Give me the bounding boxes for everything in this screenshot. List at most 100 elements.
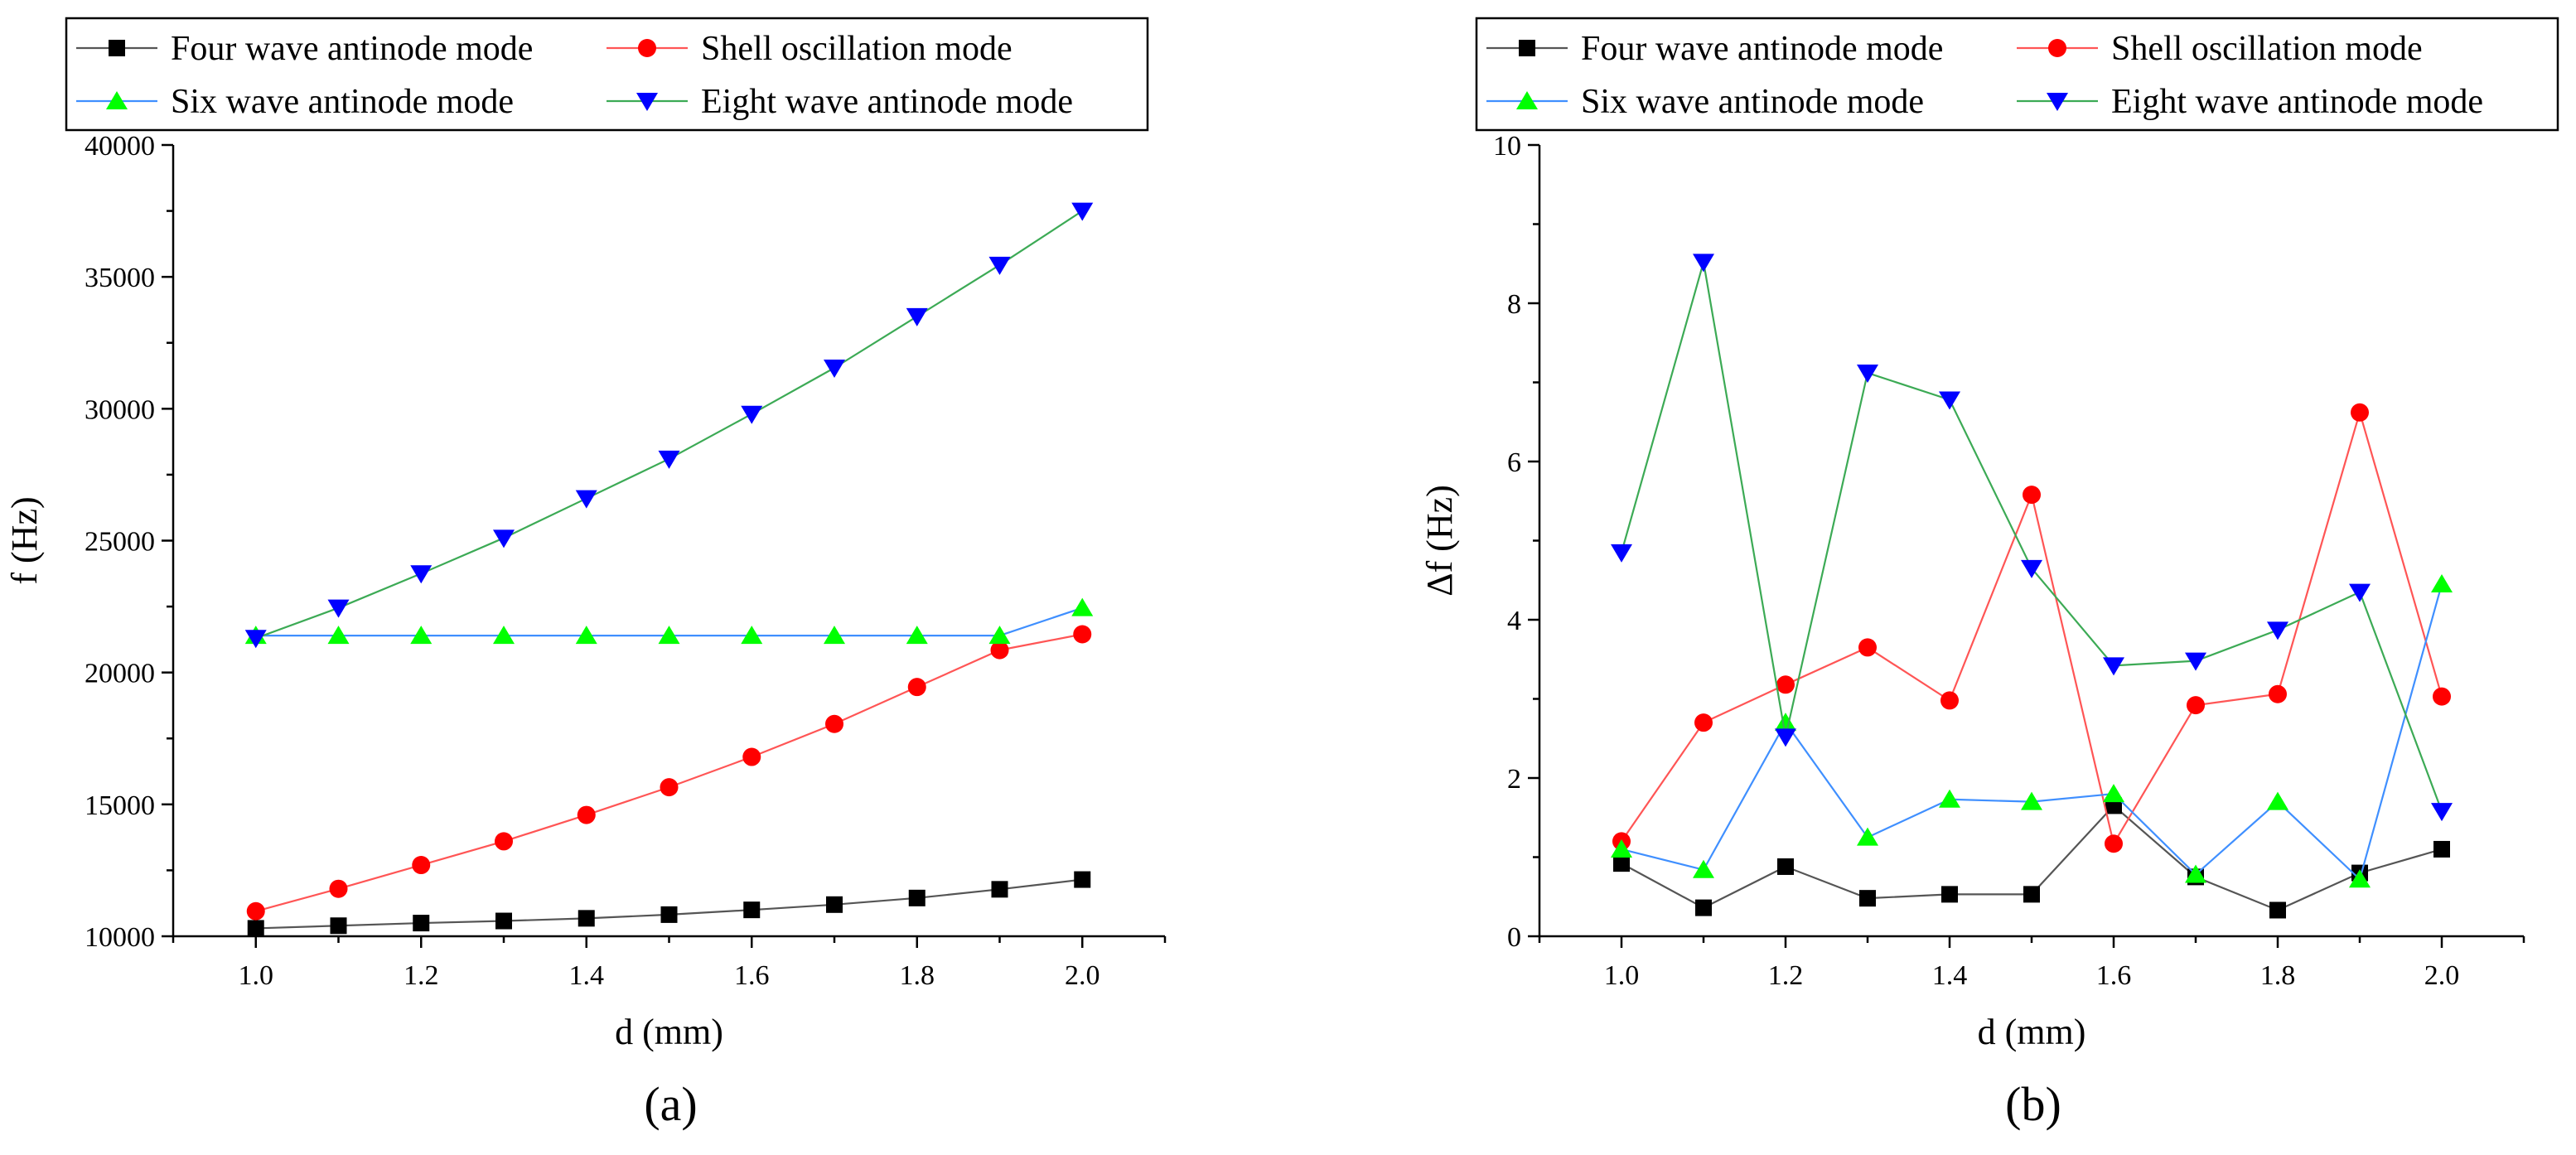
- x-tick-label: 1.0: [1604, 960, 1640, 991]
- series-six: [244, 597, 1094, 645]
- series-line: [1621, 408, 2443, 847]
- data-point: [1857, 827, 1878, 846]
- legend-item-four: Four wave antinode mode: [1486, 30, 1943, 68]
- data-point: [990, 640, 1009, 660]
- data-point: [244, 630, 267, 649]
- data-point: [2349, 869, 2371, 888]
- data-point: [495, 832, 513, 851]
- y-tick-label: 2: [1507, 764, 1521, 795]
- y-tick-label: 30000: [85, 394, 155, 425]
- x-tick-label: 2.0: [1065, 960, 1100, 991]
- panel-caption: (a): [644, 1077, 697, 1131]
- y-axis-title: Δf (Hz): [1419, 485, 1460, 597]
- data-point: [2349, 583, 2371, 602]
- data-point: [1857, 365, 1878, 384]
- data-point: [824, 359, 845, 378]
- data-point: [2187, 696, 2205, 715]
- legend-label: Shell oscillation mode: [2111, 30, 2423, 68]
- data-point: [1940, 691, 1959, 710]
- data-point: [906, 307, 928, 326]
- x-tick-label: 1.6: [2096, 960, 2132, 991]
- x-tick-label: 1.4: [569, 960, 605, 991]
- legend-label: Four wave antinode mode: [1581, 30, 1943, 68]
- data-point: [575, 490, 597, 509]
- legend-marker: [2048, 39, 2066, 57]
- data-point: [493, 529, 515, 549]
- data-point: [495, 912, 512, 930]
- data-point: [2185, 864, 2206, 883]
- data-point: [493, 626, 515, 645]
- y-tick-label: 10: [1493, 131, 1521, 162]
- data-point: [2021, 791, 2042, 810]
- data-point: [988, 256, 1011, 275]
- data-point: [578, 910, 595, 927]
- data-point: [410, 626, 433, 645]
- data-point: [826, 896, 843, 913]
- data-point: [658, 450, 680, 469]
- legend-label: Eight wave antinode mode: [701, 83, 1073, 121]
- data-point: [2105, 834, 2123, 853]
- data-point: [2103, 784, 2124, 803]
- data-point: [742, 747, 761, 766]
- data-point: [1071, 202, 1094, 221]
- data-point: [575, 626, 597, 645]
- legend-box: [1475, 17, 2559, 132]
- legend-label: Six wave antinode mode: [1581, 83, 1924, 121]
- series-shell: [246, 625, 1092, 921]
- data-point: [1073, 625, 1092, 644]
- legend-marker: [2047, 93, 2068, 111]
- data-point: [907, 678, 926, 697]
- legend-marker: [109, 40, 125, 56]
- data-point: [2103, 657, 2124, 676]
- legend-item-shell: Shell oscillation mode: [607, 30, 1013, 68]
- data-point: [1071, 597, 1094, 616]
- y-tick-label: 40000: [85, 131, 155, 162]
- legend-item-shell: Shell oscillation mode: [2017, 30, 2423, 68]
- data-point: [2351, 403, 2369, 422]
- data-point: [1859, 890, 1876, 907]
- legend-item-six: Six wave antinode mode: [1486, 83, 1924, 121]
- data-point: [1941, 886, 1958, 903]
- data-point: [1074, 871, 1091, 888]
- data-point: [2267, 621, 2288, 640]
- data-point: [2185, 652, 2206, 671]
- x-tick-label: 1.4: [1932, 960, 1968, 991]
- data-point: [1777, 858, 1794, 875]
- y-tick-label: 20000: [85, 659, 155, 689]
- data-point: [1694, 713, 1713, 732]
- series-line: [255, 210, 1083, 640]
- legend-label: Eight wave antinode mode: [2111, 83, 2483, 121]
- x-axis-title: d (mm): [615, 1012, 723, 1052]
- x-tick-label: 1.8: [2260, 960, 2296, 991]
- legend-item-eight: Eight wave antinode mode: [2017, 83, 2483, 121]
- data-point: [824, 626, 845, 645]
- data-point: [741, 405, 763, 424]
- data-point: [327, 599, 350, 618]
- data-point: [1613, 855, 1630, 872]
- chart-panel-a: 1.0 1.2 1.4 1.6 1.8 2.0 10000 15000 20000 25000 30…: [4, 17, 1167, 1131]
- series-line: [255, 633, 1083, 912]
- data-point: [1939, 391, 1960, 410]
- legend-marker: [638, 39, 656, 57]
- x-tick-label: 2.0: [2424, 960, 2460, 991]
- legend-item-four: Four wave antinode mode: [76, 30, 533, 68]
- x-tick-label: 1.2: [1768, 960, 1804, 991]
- data-point: [2021, 559, 2042, 578]
- legend-marker: [1519, 40, 1535, 56]
- data-point: [2023, 886, 2040, 903]
- data-point: [2433, 840, 2450, 858]
- data-point: [577, 805, 596, 824]
- data-point: [988, 626, 1011, 645]
- chart-panel-b: 1.0 1.2 1.4 1.6 1.8 2.0 0 2 4 6 8 10 d (mm) Δf (Hz) Fo…: [1419, 17, 2559, 1131]
- x-tick-label: 1.2: [404, 960, 439, 991]
- series-four: [1613, 797, 2450, 919]
- data-point: [246, 901, 265, 921]
- legend-label: Four wave antinode mode: [171, 30, 533, 68]
- legend-item-eight: Eight wave antinode mode: [607, 83, 1073, 121]
- data-point: [410, 565, 433, 584]
- data-point: [327, 626, 350, 645]
- legend-box: [65, 17, 1149, 132]
- data-point: [329, 879, 348, 898]
- data-point: [660, 778, 679, 797]
